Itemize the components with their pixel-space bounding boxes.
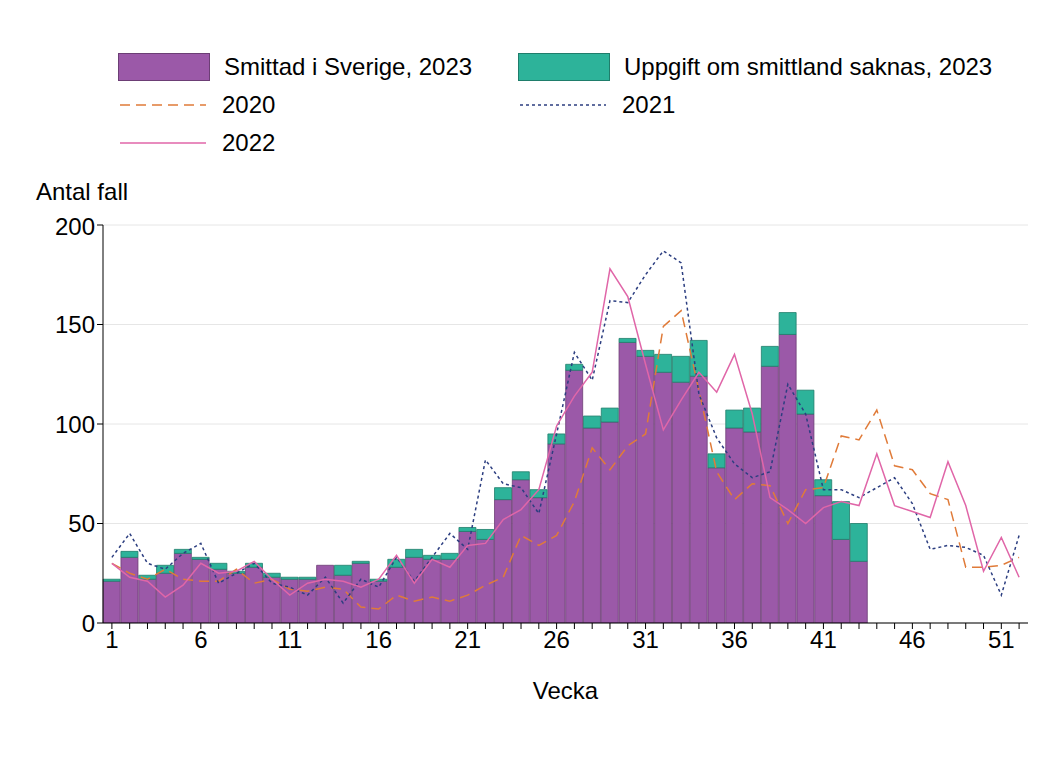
svg-text:0: 0 xyxy=(82,610,95,637)
svg-text:26: 26 xyxy=(543,626,570,653)
svg-text:31: 31 xyxy=(632,626,659,653)
svg-text:21: 21 xyxy=(454,626,481,653)
html-text:Uppgift om smittland saknas, 2: Uppgift om smittland saknas, 2023 xyxy=(624,53,993,80)
svg-text:41: 41 xyxy=(810,626,837,653)
html-text:Smittad i Sverige, 2023: Smittad i Sverige, 2023 xyxy=(224,53,473,80)
html-text:2021: 2021 xyxy=(622,91,676,118)
svg-text:150: 150 xyxy=(55,311,95,338)
svg-text:50: 50 xyxy=(68,510,95,537)
svg-text:16: 16 xyxy=(365,626,392,653)
html-text:2020: 2020 xyxy=(222,91,276,118)
svg-text:6: 6 xyxy=(194,626,207,653)
html-text:2022: 2022 xyxy=(222,129,276,156)
svg-text:46: 46 xyxy=(899,626,926,653)
svg-text:51: 51 xyxy=(988,626,1015,653)
svg-text:Vecka: Vecka xyxy=(533,677,599,704)
svg-text:100: 100 xyxy=(55,411,95,438)
svg-text:200: 200 xyxy=(55,213,95,240)
svg-text:11: 11 xyxy=(277,626,302,653)
svg-text:36: 36 xyxy=(721,626,748,653)
html-text:Antal fall: Antal fall xyxy=(36,178,129,205)
svg-text:1: 1 xyxy=(105,626,118,653)
